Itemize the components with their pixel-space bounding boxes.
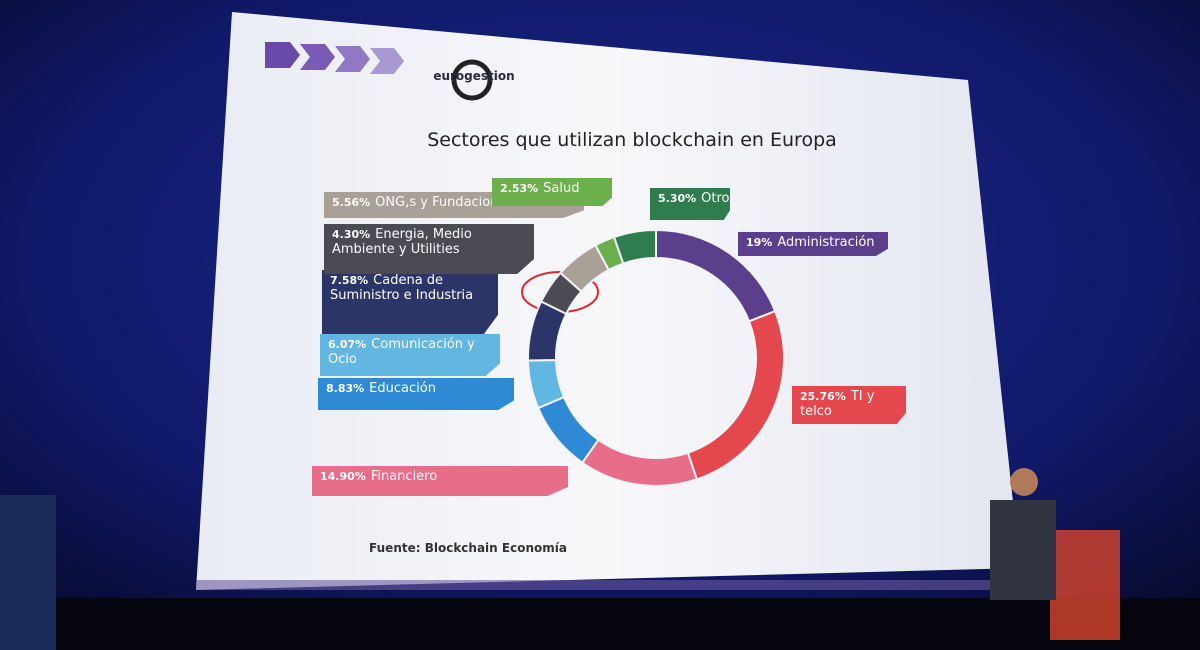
category-label: Financiero bbox=[370, 469, 438, 484]
category-label: ONG,s y Fundaciones bbox=[375, 195, 514, 210]
value-label: 6.07% bbox=[328, 338, 367, 351]
slice-label: 5.30% Otros bbox=[650, 188, 730, 220]
value-label: 7.58% bbox=[330, 274, 369, 287]
category-label: Salud bbox=[543, 181, 580, 196]
category-label: TI y telco bbox=[800, 389, 875, 419]
slice-label: 19% Administración bbox=[738, 232, 888, 256]
donut-slice bbox=[612, 228, 657, 265]
category-label: Comunicación y Ocio bbox=[328, 337, 475, 367]
category-label: Otros bbox=[701, 191, 737, 206]
category-label: Educación bbox=[369, 381, 436, 396]
slice-label: 6.07% Comunicación y Ocio bbox=[320, 334, 500, 376]
value-label: 4.30% bbox=[332, 228, 371, 241]
slice-label: 14.90% Financiero bbox=[312, 466, 568, 496]
value-label: 5.56% bbox=[332, 196, 371, 209]
logo-ring bbox=[451, 59, 493, 101]
slice-label: 8.83% Educación bbox=[318, 378, 514, 410]
slice-label: 2.53% Salud bbox=[492, 178, 612, 206]
value-label: 2.53% bbox=[500, 182, 539, 195]
category-label: Cadena de Suministro e Industria bbox=[330, 273, 474, 303]
value-label: 19% bbox=[746, 236, 773, 249]
slice-label: 7.58% Cadena de Suministro e Industria bbox=[322, 270, 498, 334]
slice-label: 25.76% TI y telco bbox=[792, 386, 906, 424]
value-label: 14.90% bbox=[320, 470, 366, 483]
value-label: 25.76% bbox=[800, 390, 846, 403]
audience bbox=[0, 468, 1200, 650]
chart-title: Sectores que utilizan blockchain en Euro… bbox=[427, 129, 837, 151]
value-label: 5.30% bbox=[658, 192, 697, 205]
slice-label: 4.30% Energia, Medio Ambiente y Utilities bbox=[324, 224, 534, 274]
category-label: Energia, Medio Ambiente y Utilities bbox=[332, 227, 472, 257]
value-label: 8.83% bbox=[326, 382, 365, 395]
slide bbox=[196, 12, 1020, 590]
chevrons bbox=[265, 42, 404, 74]
category-label: Administración bbox=[777, 235, 875, 250]
source: Fuente: Blockchain Economía bbox=[369, 541, 567, 555]
logo: eurogestion bbox=[433, 69, 514, 83]
slide-footer bbox=[196, 580, 1016, 590]
